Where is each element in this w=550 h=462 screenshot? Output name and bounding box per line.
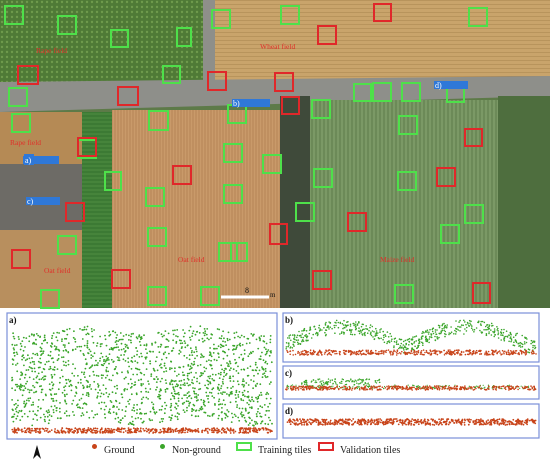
validation-tile <box>77 137 97 157</box>
validation-tile <box>436 167 456 187</box>
training-tile <box>401 82 421 102</box>
panel-b: b) <box>282 312 540 363</box>
field-rape-top-left <box>0 0 205 82</box>
validation-tile <box>464 128 483 147</box>
label-oat-center: Oat field <box>178 255 205 264</box>
training-tile <box>311 99 331 119</box>
training-tile <box>110 29 129 48</box>
legend-ground-marker <box>92 444 97 449</box>
label-wheat-top-right: Wheat field <box>260 42 295 51</box>
legend: Ground Non-ground Training tiles Validat… <box>0 440 550 460</box>
validation-tile <box>347 212 367 232</box>
legend-non-ground-label: Non-ground <box>172 445 221 456</box>
field-rape-left <box>0 112 82 164</box>
callout-c-marker <box>26 197 60 205</box>
training-tile <box>11 113 31 133</box>
training-tile <box>223 143 243 163</box>
training-tile <box>147 227 167 247</box>
training-tile <box>218 242 238 262</box>
legend-ground-label: Ground <box>104 445 135 456</box>
panel-c: c) <box>282 365 540 400</box>
training-tile <box>397 171 417 191</box>
training-tile <box>176 27 192 47</box>
training-tile <box>4 5 24 25</box>
callout-b-marker <box>232 99 270 107</box>
callout-d-label: d) <box>435 81 442 90</box>
training-tile <box>262 154 282 174</box>
validation-tile <box>373 3 392 22</box>
training-tile <box>200 286 220 306</box>
panel-a: a) <box>6 312 278 440</box>
panel-c-label: c) <box>285 368 292 378</box>
training-tile <box>211 9 231 29</box>
panel-b-label: b) <box>285 315 293 325</box>
training-tile <box>57 15 77 35</box>
training-tile <box>148 110 169 131</box>
field-wheat-top-right <box>212 0 550 80</box>
label-oat-bottom-left: Oat field <box>44 266 71 275</box>
training-tile <box>223 184 243 204</box>
validation-tile <box>274 72 294 92</box>
training-tile <box>230 242 248 262</box>
training-tile <box>313 168 333 188</box>
training-tile <box>147 286 167 306</box>
training-tile <box>295 202 315 222</box>
legend-validation-label: Validation tiles <box>340 445 401 456</box>
training-tile <box>398 115 418 135</box>
training-tile <box>464 204 484 224</box>
callout-c-label: c) <box>27 197 34 206</box>
training-tile <box>162 65 181 84</box>
legend-non-ground-marker <box>160 444 165 449</box>
training-tile <box>104 171 122 191</box>
validation-tile <box>117 86 139 106</box>
north-arrow-icon <box>33 445 41 459</box>
validation-tile <box>472 282 491 304</box>
validation-tile <box>111 269 131 289</box>
scale-bar-value: 8 <box>245 286 249 295</box>
label-rape-top-left: Rape field <box>36 46 67 55</box>
training-tile <box>468 7 488 27</box>
training-tile <box>280 5 300 25</box>
panel-a-label: a) <box>9 315 17 325</box>
training-tile <box>40 289 60 309</box>
callout-a-label: a) <box>25 156 32 165</box>
label-rape-left: Rape field <box>10 138 41 147</box>
legend-training-marker <box>236 442 252 451</box>
label-maize-right: Maize field <box>380 255 415 264</box>
training-tile <box>353 83 372 102</box>
callout-d-marker <box>434 81 468 89</box>
validation-tile <box>11 249 31 269</box>
validation-tile <box>65 202 85 222</box>
training-tile <box>372 82 392 102</box>
scale-bar: 8 m <box>221 286 276 299</box>
legend-validation-marker <box>318 442 334 451</box>
validation-tile <box>207 71 227 91</box>
legend-training-label: Training tiles <box>258 445 312 456</box>
scale-bar-unit: m <box>270 291 276 299</box>
field-oat-center <box>112 110 280 308</box>
training-tile <box>57 235 77 255</box>
validation-tile <box>269 223 288 245</box>
callout-a-marker <box>23 156 59 164</box>
training-tile <box>145 187 165 207</box>
validation-tile <box>172 165 192 185</box>
panel-d: d) <box>282 403 540 439</box>
panel-d-label: d) <box>285 406 293 416</box>
validation-tile <box>17 65 39 85</box>
training-tile <box>394 284 414 304</box>
training-tile <box>8 87 28 107</box>
training-tile <box>440 224 460 244</box>
callout-b-label: b) <box>233 99 240 108</box>
validation-tile <box>312 270 332 290</box>
validation-tile <box>317 25 337 45</box>
validation-tile <box>281 96 300 115</box>
